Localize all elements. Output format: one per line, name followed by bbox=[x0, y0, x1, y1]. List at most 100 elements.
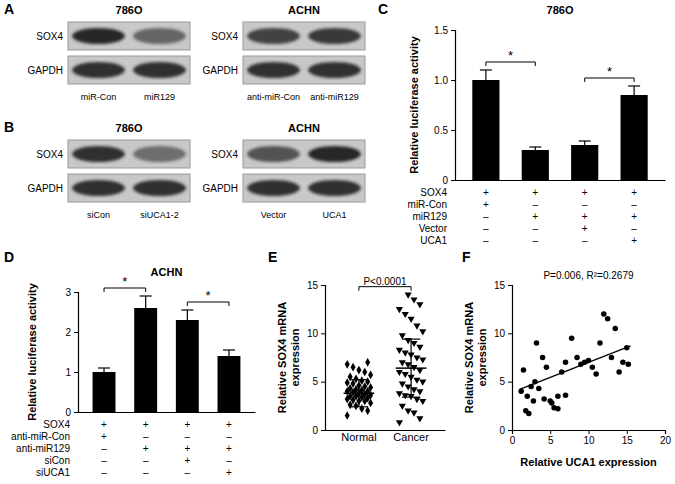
row-label: GAPDH bbox=[27, 183, 63, 194]
row-label: GAPDH bbox=[27, 65, 63, 76]
axis-title-line: Relative SOX4 mRNA bbox=[276, 302, 288, 413]
condition-label: siCon bbox=[44, 455, 70, 466]
axis-line bbox=[79, 412, 256, 413]
bar bbox=[621, 95, 648, 180]
error-bar bbox=[223, 350, 235, 356]
condition-sign: + bbox=[631, 235, 637, 246]
tick-label: 15 bbox=[622, 435, 634, 446]
plot-area bbox=[518, 311, 631, 416]
condition-sign: – bbox=[143, 467, 149, 478]
condition-label: siUCA1 bbox=[36, 467, 70, 478]
significance-label: * bbox=[607, 64, 612, 79]
point bbox=[613, 326, 619, 332]
tick-mark bbox=[550, 430, 551, 434]
point bbox=[597, 340, 603, 346]
condition-sign: + bbox=[532, 187, 538, 198]
y-axis: 00.51.01.5 bbox=[434, 25, 455, 186]
tick: 15 bbox=[307, 280, 325, 291]
point bbox=[353, 374, 358, 383]
point bbox=[396, 420, 403, 426]
blot-title: ACHN bbox=[288, 4, 320, 16]
tick-label: Cancer bbox=[393, 431, 429, 443]
condition-sign: + bbox=[582, 223, 588, 234]
panel-letter: C bbox=[378, 1, 388, 17]
condition-sign: – bbox=[483, 223, 489, 234]
condition-sign: – bbox=[185, 431, 191, 442]
point bbox=[416, 345, 423, 351]
tick-label: 1.5 bbox=[434, 25, 448, 36]
error-cap bbox=[223, 349, 235, 350]
tick: 1.5 bbox=[434, 25, 455, 36]
point bbox=[356, 366, 361, 375]
bar bbox=[571, 145, 598, 180]
condition-label: Vector bbox=[419, 223, 448, 234]
row-label: GAPDH bbox=[202, 65, 238, 76]
tick: 15 bbox=[494, 280, 512, 291]
tick-mark bbox=[508, 285, 512, 286]
error-cap bbox=[579, 140, 591, 141]
point bbox=[605, 316, 611, 322]
tick-label: 0 bbox=[65, 407, 71, 418]
error-bar bbox=[181, 310, 193, 320]
point bbox=[359, 404, 364, 413]
condition-sign: – bbox=[631, 199, 637, 210]
error-bar bbox=[140, 296, 152, 308]
point bbox=[555, 406, 561, 412]
point bbox=[563, 392, 569, 398]
tick-label: 1.0 bbox=[434, 75, 448, 86]
axis-title-line: Relative SOX4 mRNA bbox=[463, 302, 475, 413]
point bbox=[402, 372, 409, 378]
point bbox=[413, 378, 420, 384]
blot-band bbox=[247, 62, 300, 78]
tick-label: 3 bbox=[65, 287, 71, 298]
point bbox=[410, 411, 417, 417]
tick-mark bbox=[321, 333, 325, 334]
blot-title: 786O bbox=[116, 4, 143, 16]
point bbox=[419, 329, 426, 335]
tick-mark bbox=[321, 285, 325, 286]
condition-label: anti-miR129 bbox=[16, 443, 70, 454]
significance-label: * bbox=[122, 274, 127, 289]
error-bar bbox=[98, 368, 110, 372]
condition-sign: – bbox=[101, 455, 107, 466]
tick: 0 bbox=[510, 430, 516, 446]
tick-label: 0 bbox=[442, 175, 448, 186]
tick-mark bbox=[74, 292, 78, 293]
point bbox=[419, 357, 426, 363]
tick-label: 10 bbox=[494, 328, 506, 339]
fit-line bbox=[520, 346, 631, 390]
lane-label: miR129 bbox=[144, 92, 175, 102]
blot-band bbox=[308, 28, 361, 44]
point bbox=[399, 333, 406, 339]
tick: 2 bbox=[65, 327, 78, 338]
blot-band bbox=[308, 180, 361, 196]
error-line bbox=[187, 310, 188, 320]
condition-sign: + bbox=[532, 211, 538, 222]
condition-sign: – bbox=[101, 467, 107, 478]
condition-sign: – bbox=[101, 443, 107, 454]
condition-sign: – bbox=[533, 235, 539, 246]
tick-mark bbox=[74, 412, 78, 413]
y-axis: 051015 bbox=[307, 280, 326, 436]
blot-band bbox=[247, 146, 300, 162]
point bbox=[593, 371, 599, 377]
y-axis: 0123 bbox=[65, 287, 78, 418]
sd-bar bbox=[402, 339, 420, 397]
lane-label: miR-Con bbox=[81, 92, 117, 102]
condition-sign: + bbox=[631, 187, 637, 198]
point bbox=[368, 383, 373, 392]
axis-title: Relative luciferase activity bbox=[408, 35, 420, 173]
error-bar bbox=[480, 70, 492, 80]
tick-mark bbox=[74, 372, 78, 373]
condition-sign: + bbox=[143, 419, 149, 430]
bar bbox=[176, 320, 199, 412]
condition-sign: + bbox=[483, 187, 489, 198]
condition-sign: + bbox=[143, 443, 149, 454]
error-cap bbox=[480, 69, 492, 70]
tick: 10 bbox=[494, 328, 512, 339]
point bbox=[365, 358, 370, 367]
point bbox=[408, 317, 415, 323]
blot-band bbox=[133, 146, 186, 162]
tick-mark bbox=[451, 30, 455, 31]
tick: Cancer bbox=[393, 430, 429, 443]
